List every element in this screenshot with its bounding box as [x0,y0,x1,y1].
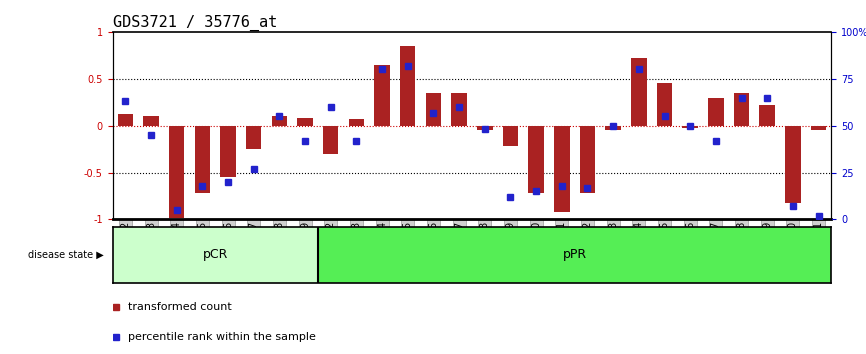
Bar [785,126,800,202]
Bar [759,105,775,126]
Bar [579,126,595,193]
Bar [323,126,339,154]
Bar [169,126,184,218]
Bar [318,227,831,283]
Bar [708,98,723,126]
Text: pCR: pCR [203,249,228,261]
Bar [113,227,318,283]
Bar [144,116,158,126]
Text: pPR: pPR [563,249,587,261]
Bar [374,65,390,126]
Bar [297,118,313,126]
Bar [682,126,698,127]
Text: percentile rank within the sample: percentile rank within the sample [128,332,316,342]
Bar [528,126,544,193]
Text: transformed count: transformed count [128,302,232,312]
Bar [554,126,570,212]
Bar [631,58,647,126]
Text: disease state ▶: disease state ▶ [29,250,104,260]
Bar [349,119,364,126]
Bar [811,126,826,130]
Bar [426,93,441,126]
Text: GDS3721 / 35776_at: GDS3721 / 35776_at [113,14,277,30]
Bar [605,126,621,130]
Bar [118,114,133,126]
Bar [220,126,236,177]
Bar [272,116,288,126]
Bar [477,126,493,130]
Bar [734,93,749,126]
Bar [400,46,416,126]
Bar [246,126,262,149]
Bar [503,126,518,146]
Bar [451,93,467,126]
Bar [195,126,210,193]
Bar [656,84,672,126]
